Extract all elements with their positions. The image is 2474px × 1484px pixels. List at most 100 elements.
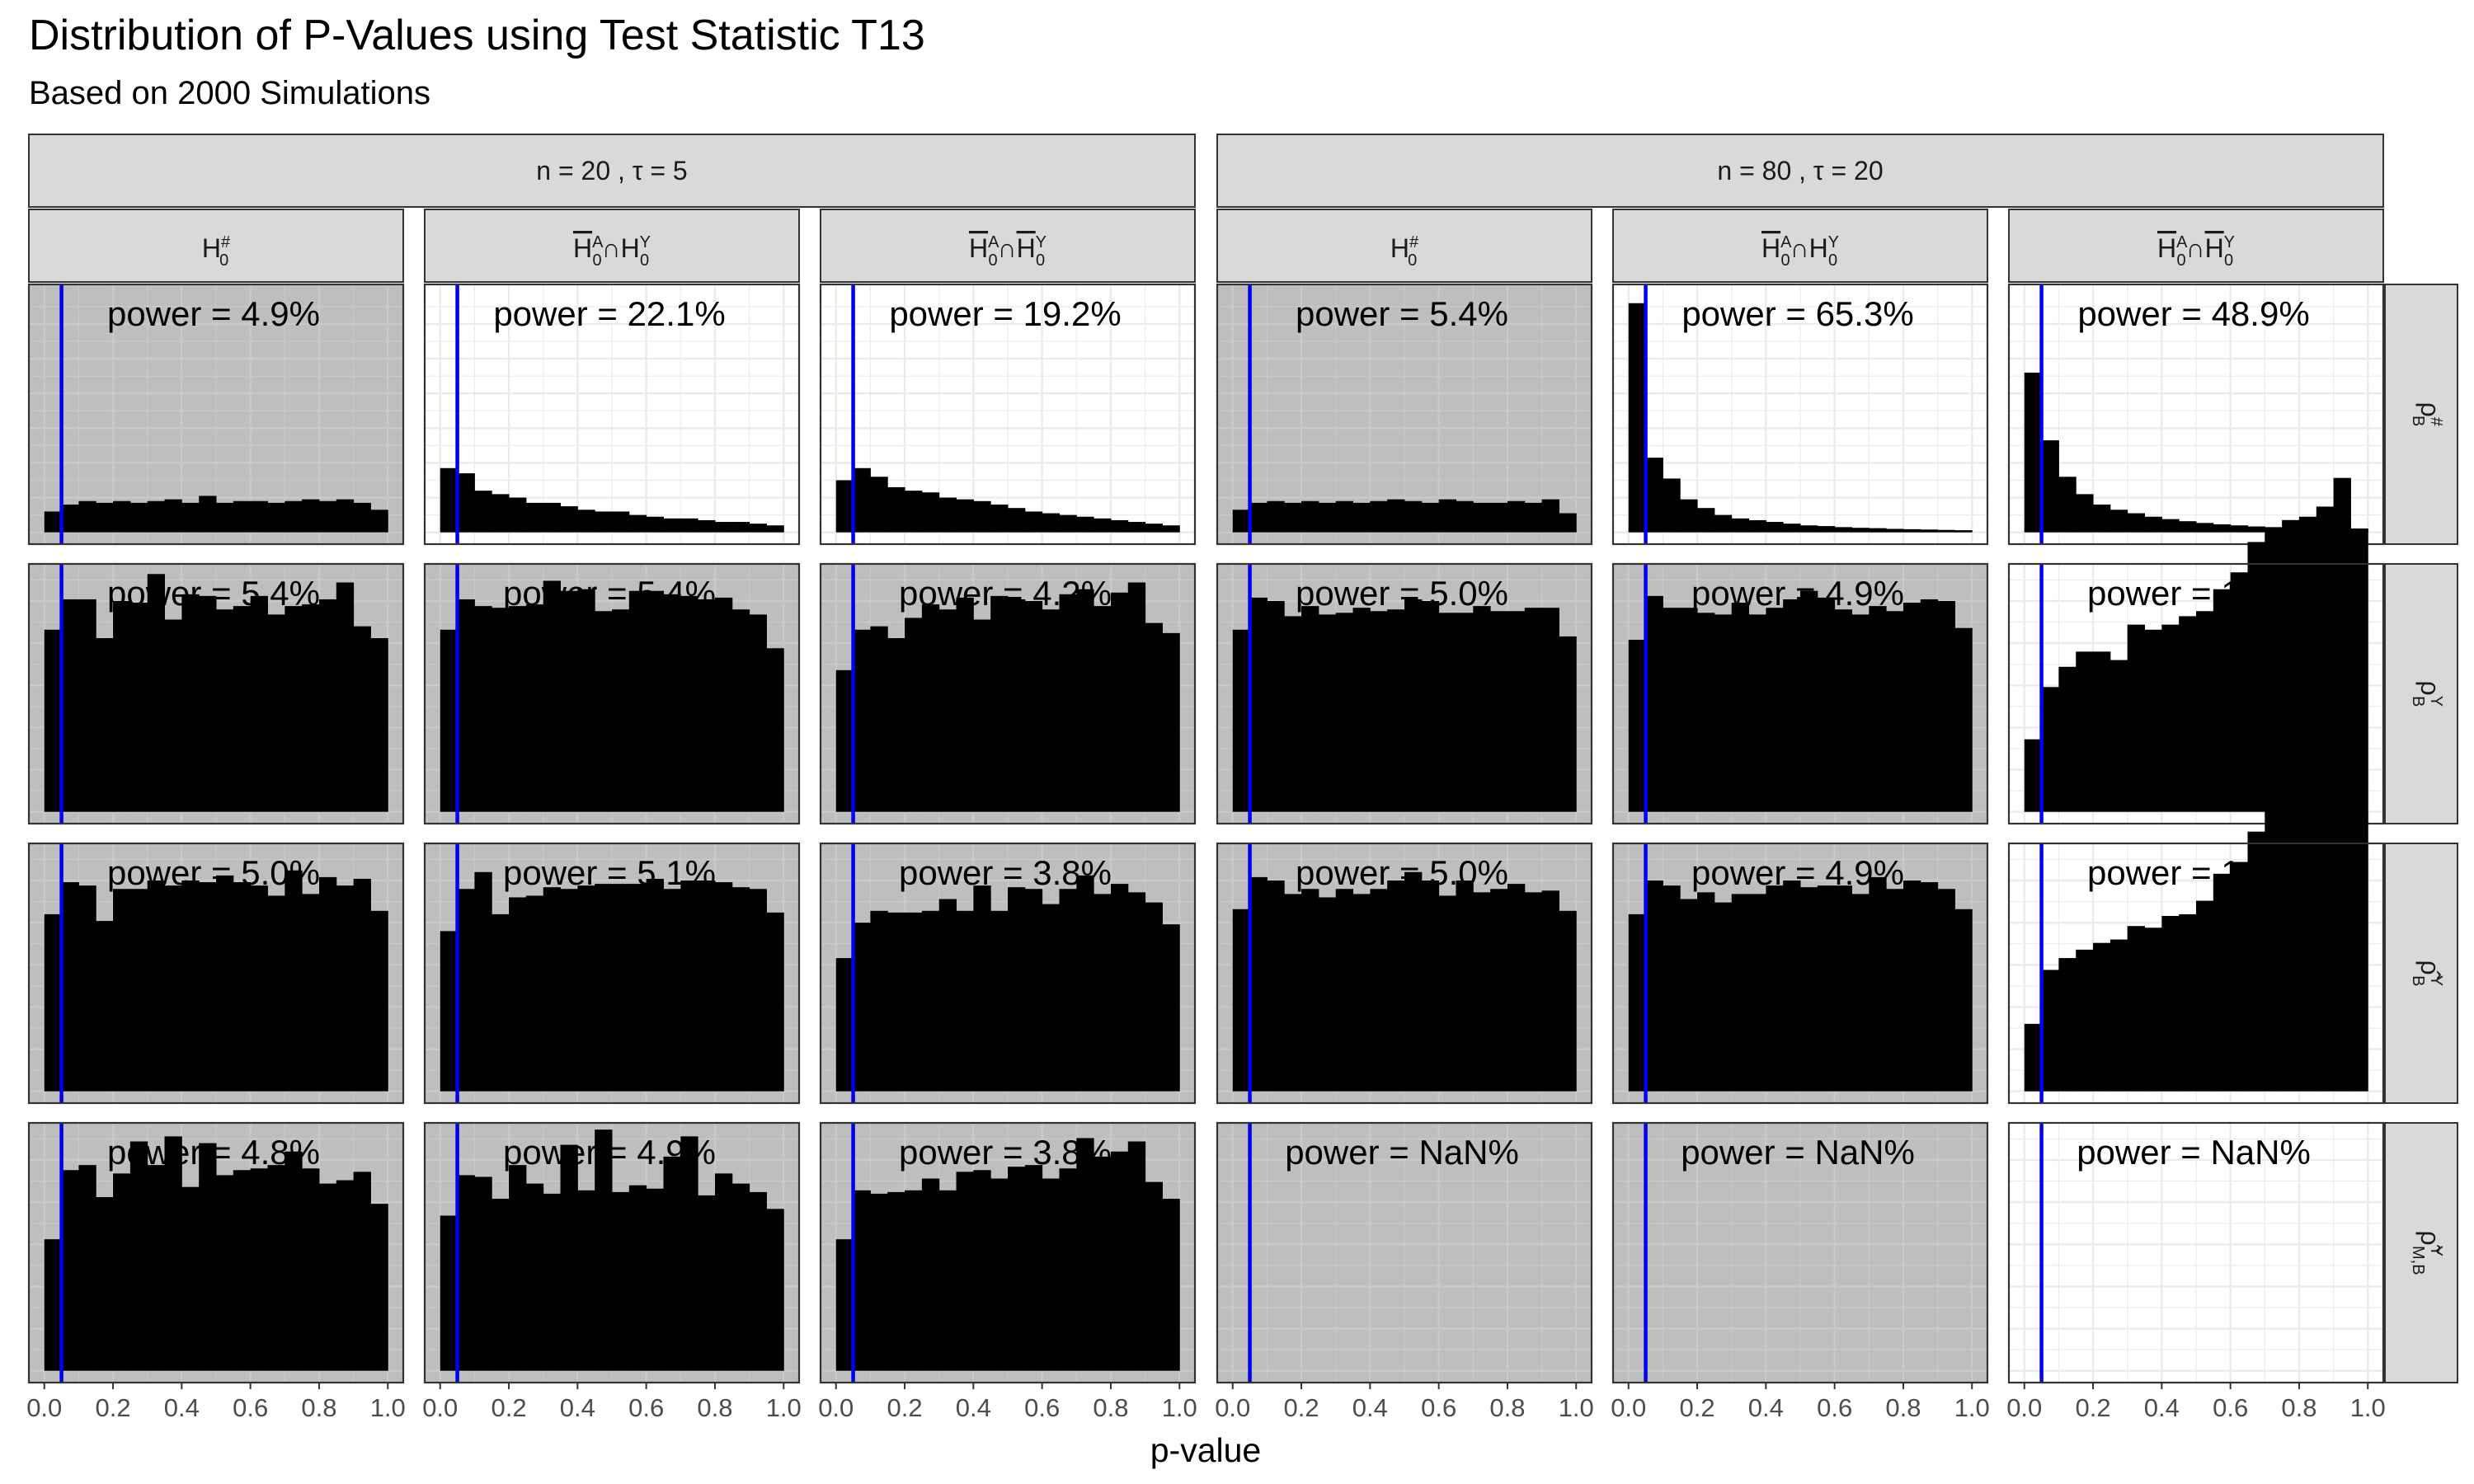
histogram-bar [612,609,630,812]
histogram-bar [1438,613,1456,812]
histogram-bar [1731,518,1750,533]
histogram-bar [1267,881,1285,1092]
histogram-bar [1680,499,1698,533]
histogram-bar [731,887,750,1092]
row-strip [2384,284,2458,545]
histogram-bar [1438,895,1456,1092]
x-tick-label: 0.2 [95,1393,130,1422]
histogram-bar [216,1175,234,1371]
histogram-bar [2316,784,2335,1092]
histogram-bar [302,604,320,812]
histogram-bar [44,629,63,812]
histogram-bar [1438,499,1456,533]
histogram-bar [870,910,888,1092]
panel-border [1611,842,1989,1105]
histogram-bar [1680,608,1698,812]
row-strip-label: ρ̃YM,B [2409,1230,2445,1275]
histogram-bar [1162,1199,1180,1371]
histogram-bar [1404,599,1423,812]
power-label: power = 65.3% [1681,294,1913,333]
hypothesis-strip-label: HA 0∩HY 0 [573,233,651,270]
x-tick-label: 1.0 [1954,1393,1990,1422]
histogram-bar [474,1176,492,1371]
histogram-bar [1524,892,1543,1092]
power-label: power = 5.4% [107,574,320,613]
facet-grid: n = 20 , τ = 5 n = 80 , τ = 20 H# 0 HA 0∩HY 0 H… [26,134,2458,1422]
histogram-bar [714,1173,733,1371]
histogram-bar [336,582,355,812]
histogram-bar [663,518,681,533]
histogram-bar [1456,500,1474,533]
histogram-bar [870,1193,888,1371]
histogram-bar [2076,651,2094,812]
histogram-bar [525,604,544,812]
power-label: power = 5.1% [503,853,716,892]
histogram-bar [543,502,562,533]
histogram-bar [595,1129,613,1371]
histogram-bar [216,502,234,533]
histogram-bar [509,1165,527,1371]
histogram-bar [1559,513,1577,533]
histogram-bar [457,1175,475,1371]
histogram-bar [1817,885,1836,1092]
histogram-bar [1869,876,1887,1092]
histogram-bar [78,500,96,533]
histogram-bar [1127,1141,1146,1371]
histogram-bar [1834,609,1852,812]
facet-panel: power = 3.8% 0.0 0.2 0.4 0.6 0.8 1.0 [818,1121,1197,1422]
facet-panel: power = 5.4% [27,562,405,825]
power-label: power = 5.0% [1296,853,1508,892]
histogram-bar [1127,522,1146,533]
histogram-bar [646,878,664,1092]
histogram-bar [1507,500,1526,533]
histogram-bar [1404,871,1423,1092]
histogram-bar [318,1183,337,1371]
histogram-bar [887,486,905,533]
histogram-bar [2058,958,2077,1092]
histogram-bar [1645,595,1663,812]
panel-border [1611,283,1989,546]
histogram-bar [44,511,63,533]
histogram-bar [2127,926,2146,1092]
histogram-bar [525,1183,544,1371]
histogram-bar [595,884,613,1092]
histogram-bar [938,899,957,1092]
histogram-bar [1697,892,1715,1092]
histogram-bar [2196,611,2214,812]
histogram-bar [2213,589,2232,812]
group-strip-label: n = 20 , τ = 5 [536,156,687,186]
panel-border [423,842,801,1105]
power-label: power = NaN% [1285,1133,1519,1172]
histogram-bar [233,606,252,812]
histogram-bar [96,502,114,533]
histogram-bar [921,492,940,533]
histogram-bar [1110,592,1129,812]
histogram-bar [2127,513,2146,533]
power-label: power = 3.8% [899,1133,1112,1172]
histogram-bar [905,491,923,533]
histogram-bar [285,1151,303,1371]
histogram-bar [560,1144,578,1371]
facet-panel: power = 5.0% [1216,842,1593,1105]
histogram-bar [1335,889,1354,1092]
histogram-bar [113,601,131,812]
histogram-bar [2144,928,2162,1092]
histogram-bar [2230,525,2248,533]
histogram-bar [990,595,1009,812]
histogram-bar [938,1190,957,1371]
histogram-bar [1731,894,1750,1092]
panel-border [1216,1121,1593,1384]
histogram-bar [990,910,1009,1092]
histogram-bar [61,882,79,1092]
histogram-bar [1697,613,1715,812]
histogram-bar [1954,627,1973,812]
histogram-bar [1869,528,1887,533]
histogram-bar [1800,590,1818,812]
histogram-bar [1042,1178,1060,1371]
histogram-bar [646,1188,664,1371]
histogram-bar [1301,889,1319,1092]
histogram-bar [199,495,217,533]
histogram-bar [318,500,337,533]
histogram-bar [956,597,974,812]
histogram-bar [1145,902,1163,1092]
